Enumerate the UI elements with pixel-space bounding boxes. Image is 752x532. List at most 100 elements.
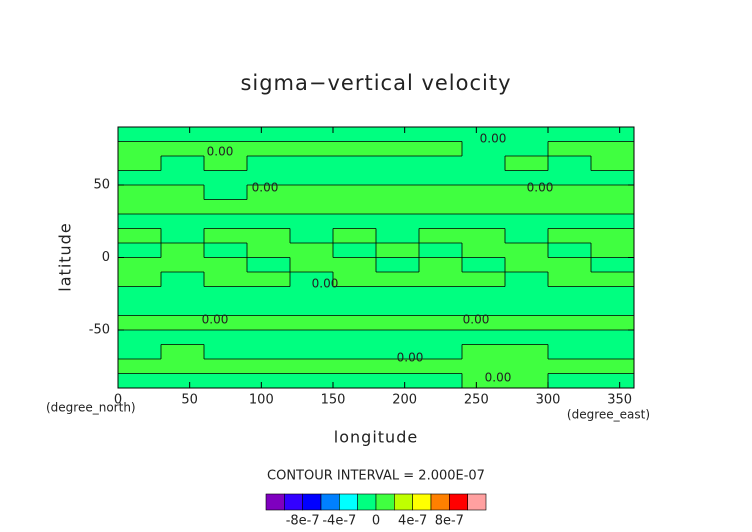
y-unit: (degree_north): [46, 401, 136, 415]
contour-cell: [462, 373, 506, 389]
contour-cell: [333, 286, 377, 302]
contour-cell: [290, 185, 334, 200]
contour-cell: [548, 257, 592, 273]
contour-cell: [118, 257, 162, 273]
contour-label: 0.00: [202, 313, 229, 327]
contour-cell: [290, 344, 334, 360]
x-tick-label: 200: [392, 393, 417, 408]
colorbar-box: [320, 493, 340, 511]
colorbar-box: [339, 493, 358, 511]
contour-cell: [505, 286, 549, 302]
contour-cell: [376, 243, 420, 258]
contour-cell: [290, 228, 334, 244]
contour-cell: [247, 141, 291, 157]
contour-cell: [505, 257, 549, 273]
contour-cell: [419, 272, 463, 287]
contour-cell: [591, 156, 635, 171]
x-unit: (degree_east): [567, 408, 650, 422]
contour-cell: [247, 344, 291, 360]
contour-cell: [548, 243, 592, 258]
contour-cell: [204, 301, 248, 316]
contour-cell: [419, 257, 463, 273]
contour-cell: [591, 228, 635, 244]
contour-cell: [247, 199, 291, 215]
contour-cell: [290, 272, 334, 287]
contour-cell: [505, 330, 549, 345]
contour-cell: [462, 315, 506, 331]
contour-cell: [204, 272, 248, 287]
contour-cell: [591, 185, 635, 200]
contour-cell: [505, 199, 549, 215]
contour-cell: [591, 344, 635, 360]
contour-cell: [247, 272, 291, 287]
contour-cell: [548, 315, 592, 331]
contour-cell: [419, 286, 463, 302]
contour-cell: [591, 330, 635, 345]
contour-cell: [118, 170, 162, 186]
colorbar-box: [375, 493, 395, 511]
contour-cell: [118, 185, 162, 200]
contour-cell: [118, 359, 162, 374]
contour-cell: [548, 141, 592, 157]
contour-cell: [204, 315, 248, 331]
colorbar-box: [284, 493, 303, 511]
contour-cell: [333, 373, 377, 389]
contour-cell: [161, 156, 205, 171]
contour-cell: [505, 156, 549, 171]
contour-cell: [204, 228, 248, 244]
contour-cell: [462, 301, 506, 316]
contour-cell: [118, 228, 162, 244]
contour-label: 0.00: [312, 277, 339, 291]
contour-cell: [591, 141, 635, 157]
contour-cell: [204, 373, 248, 389]
contour-cell: [376, 272, 420, 287]
contour-cell: [591, 199, 635, 215]
contour-cell: [419, 156, 463, 171]
contour-cell: [548, 286, 592, 302]
contour-cell: [204, 330, 248, 345]
contour-cell: [290, 315, 334, 331]
contour-cell: [204, 243, 248, 258]
contour-cell: [376, 257, 420, 273]
contour-cell: [462, 141, 506, 157]
contour-cell: [419, 330, 463, 345]
contour-cell: [118, 315, 162, 331]
contour-cell: [505, 373, 549, 389]
contour-cell: [290, 170, 334, 186]
contour-cell: [204, 170, 248, 186]
contour-cell: [376, 170, 420, 186]
contour-cell: [118, 127, 162, 142]
contour-cell: [333, 127, 377, 142]
contour-cell: [247, 257, 291, 273]
contour-cell: [419, 199, 463, 215]
contour-cell: [376, 228, 420, 244]
contour-cell: [161, 344, 205, 360]
contour-cell: [376, 286, 420, 302]
contour-cell: [247, 243, 291, 258]
contour-cell: [161, 359, 205, 374]
contour-cell: [591, 359, 635, 374]
contour-cell: [462, 170, 506, 186]
contour-cell: [290, 257, 334, 273]
y-tick-label: -50: [89, 323, 110, 338]
contour-cell: [118, 156, 162, 171]
contour-cell: [118, 243, 162, 258]
contour-cell: [290, 301, 334, 316]
contour-cell: [247, 156, 291, 171]
colorbar-box: [394, 493, 413, 511]
contour-cell: [505, 214, 549, 229]
contour-cell: [376, 344, 420, 360]
contour-cell: [462, 243, 506, 258]
contour-cell: [419, 170, 463, 186]
colorbar-box: [467, 493, 487, 511]
contour-cell: [462, 214, 506, 229]
y-tick-label: 0: [102, 250, 110, 265]
contour-cell: [548, 199, 592, 215]
contour-cell: [118, 344, 162, 360]
contour-cell: [591, 301, 635, 316]
contour-cell: [290, 359, 334, 374]
contour-cell: [204, 141, 248, 157]
contour-cell: [204, 257, 248, 273]
contour-cell: [333, 156, 377, 171]
contour-cell: [204, 286, 248, 302]
